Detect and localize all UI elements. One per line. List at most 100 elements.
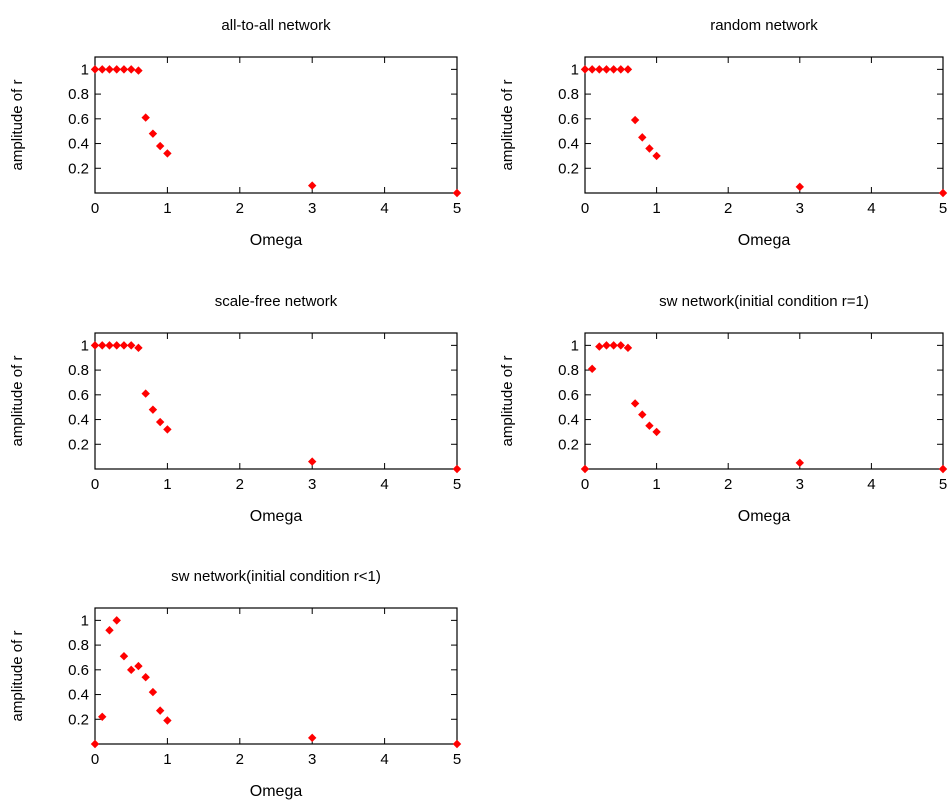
data-point	[113, 616, 121, 624]
y-axis-label: amplitude of r	[9, 631, 26, 722]
y-tick-label: 0.8	[558, 86, 579, 103]
data-point	[939, 465, 947, 473]
x-tick-label: 1	[652, 200, 660, 217]
y-tick-label: 1	[81, 612, 89, 629]
x-tick-label: 3	[308, 476, 316, 493]
data-point	[134, 662, 142, 670]
x-tick-label: 4	[380, 200, 388, 217]
data-point	[105, 65, 113, 73]
y-tick-label: 1	[81, 61, 89, 78]
data-point	[631, 399, 639, 407]
y-tick-label: 0.6	[68, 111, 89, 128]
data-point	[453, 740, 461, 748]
chart-title: random network	[710, 17, 818, 34]
data-point	[141, 113, 149, 121]
x-tick-label: 0	[581, 476, 589, 493]
y-axis-label: amplitude of r	[499, 80, 516, 171]
x-tick-label: 4	[380, 476, 388, 493]
data-point	[91, 740, 99, 748]
data-point	[149, 405, 157, 413]
x-tick-label: 3	[796, 476, 804, 493]
data-point	[796, 459, 804, 467]
plot-frame	[95, 608, 457, 744]
x-tick-label: 5	[453, 751, 461, 768]
data-point	[156, 706, 164, 714]
x-axis-label: Omega	[738, 232, 791, 249]
data-point	[638, 133, 646, 141]
data-point	[156, 142, 164, 150]
data-point	[308, 457, 316, 465]
x-tick-label: 1	[163, 751, 171, 768]
y-tick-label: 0.2	[68, 436, 89, 453]
chart-title: sw network(initial condition r=1)	[659, 293, 869, 310]
data-point	[652, 428, 660, 436]
data-point	[163, 425, 171, 433]
y-tick-label: 0.8	[68, 637, 89, 654]
x-tick-label: 4	[380, 751, 388, 768]
y-tick-label: 0.6	[558, 111, 579, 128]
data-point	[453, 189, 461, 197]
data-point	[98, 341, 106, 349]
data-point	[624, 344, 632, 352]
data-point	[113, 341, 121, 349]
data-point	[588, 65, 596, 73]
chart-panel-3: scale-free network 0 1 2 3 4 5 0.2 0.4 0.6 0.8 1 Ome…	[9, 293, 461, 525]
data-point	[120, 341, 128, 349]
y-tick-label: 0.4	[68, 687, 89, 704]
chart-panel-1: all-to-all network 0 1 2 3 4 5 0.2 0.4 0.6 0.8 1 Ome…	[9, 17, 461, 249]
data-point	[91, 341, 99, 349]
x-tick-label: 0	[91, 200, 99, 217]
x-tick-label: 1	[163, 200, 171, 217]
x-tick-label: 2	[236, 476, 244, 493]
data-point	[127, 666, 135, 674]
chart-title: sw network(initial condition r<1)	[171, 568, 381, 585]
x-tick-label: 5	[939, 200, 947, 217]
data-point	[624, 65, 632, 73]
data-point	[120, 65, 128, 73]
data-point	[652, 152, 660, 160]
x-tick-label: 0	[91, 751, 99, 768]
data-point	[645, 422, 653, 430]
y-tick-label: 0.2	[558, 160, 579, 177]
data-point	[134, 344, 142, 352]
plot-frame	[95, 57, 457, 193]
data-point	[141, 389, 149, 397]
data-point	[163, 149, 171, 157]
data-point	[149, 129, 157, 137]
x-tick-label: 1	[163, 476, 171, 493]
y-tick-label: 0.4	[68, 412, 89, 429]
data-point	[588, 365, 596, 373]
data-point	[609, 65, 617, 73]
x-tick-label: 2	[724, 476, 732, 493]
data-point	[796, 183, 804, 191]
y-tick-label: 0.4	[558, 412, 579, 429]
data-point	[453, 465, 461, 473]
y-tick-label: 0.2	[558, 436, 579, 453]
data-point	[98, 65, 106, 73]
x-tick-label: 0	[581, 200, 589, 217]
x-axis-label: Omega	[738, 508, 791, 525]
x-tick-label: 1	[652, 476, 660, 493]
x-tick-label: 2	[724, 200, 732, 217]
data-point	[631, 116, 639, 124]
x-tick-label: 2	[236, 200, 244, 217]
y-axis-label: amplitude of r	[9, 80, 26, 171]
plot-frame	[585, 333, 943, 469]
x-axis-label: Omega	[250, 232, 303, 249]
y-tick-label: 0.2	[68, 711, 89, 728]
data-point	[134, 66, 142, 74]
chart-panel-5: sw network(initial condition r<1) 0 1 2 3 4 5 0…	[9, 568, 461, 800]
data-point	[595, 65, 603, 73]
y-tick-label: 1	[571, 337, 579, 354]
y-tick-label: 0.2	[68, 160, 89, 177]
data-point	[105, 626, 113, 634]
y-tick-label: 1	[81, 337, 89, 354]
data-point	[638, 410, 646, 418]
x-tick-label: 0	[91, 476, 99, 493]
data-point	[127, 341, 135, 349]
y-tick-label: 0.6	[558, 387, 579, 404]
data-point	[939, 189, 947, 197]
y-axis-label: amplitude of r	[9, 356, 26, 447]
data-point	[581, 65, 589, 73]
x-tick-label: 4	[867, 200, 875, 217]
